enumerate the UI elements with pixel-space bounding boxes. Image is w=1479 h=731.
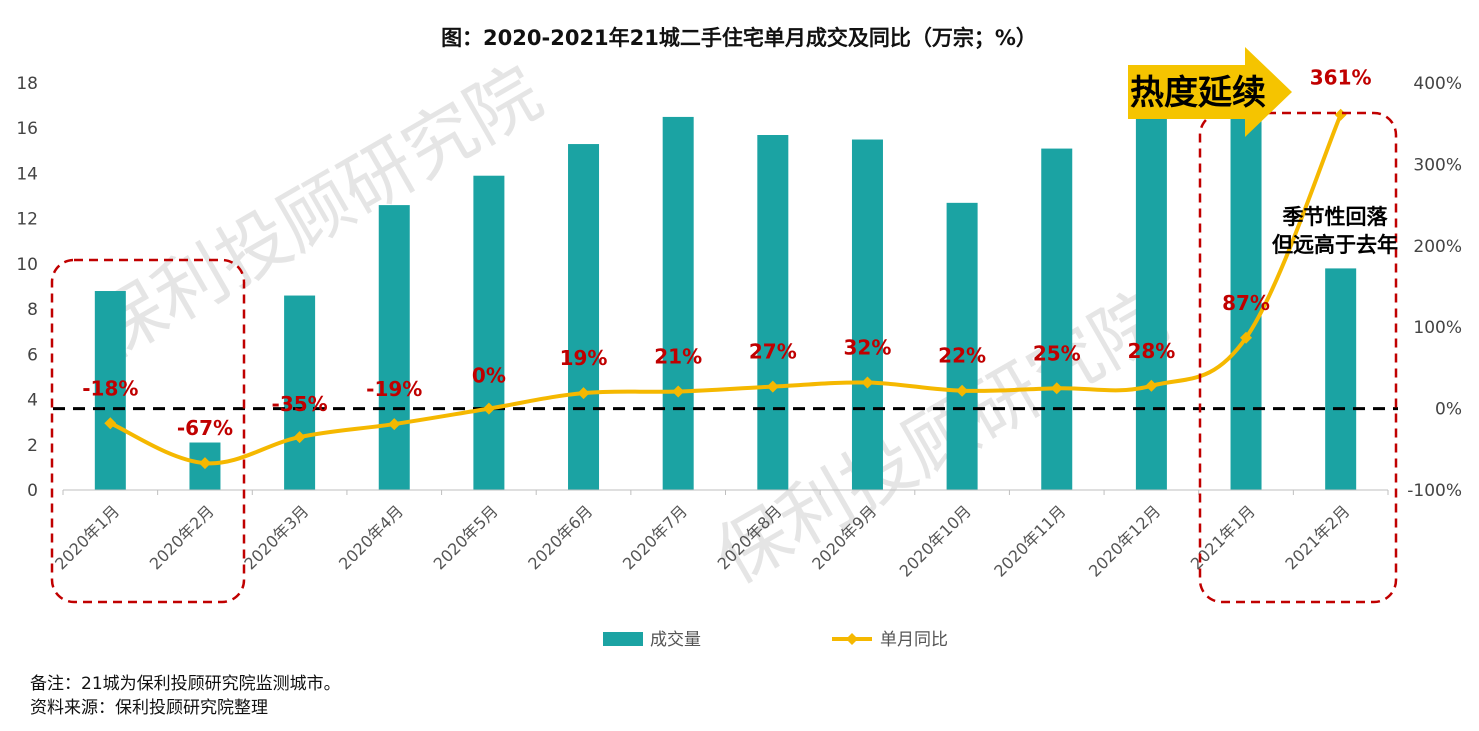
yoy-label-2020年11月: 25%	[1033, 341, 1081, 365]
left-axis-tick-label: 12	[16, 210, 38, 230]
x-tick-label-2021年2月: 2021年2月	[1281, 501, 1353, 573]
yoy-label-2020年4月: -19%	[366, 377, 422, 401]
heat-annotation: 热度延续	[1130, 73, 1266, 113]
left-axis-tick-label: 2	[27, 436, 38, 456]
right-axis-tick-label: 100%	[1413, 318, 1462, 338]
line-data-labels: -18% -67% -35% -19% 0% 19% 21% 27% 32% 22% 25% 28% 8…	[82, 66, 1371, 440]
bar-2020年10月	[946, 202, 978, 491]
left-axis-tick-label: 14	[16, 164, 38, 184]
bar-2021年2月	[1325, 268, 1357, 490]
bar-2021年1月	[1230, 116, 1262, 491]
seasonal-annotation-line1: 季节性回落	[1283, 205, 1389, 229]
yoy-point-2020年9月	[861, 376, 874, 389]
yoy-point-2021年1月	[1240, 331, 1253, 344]
legend-bar-swatch	[603, 632, 643, 646]
bar-2020年1月	[94, 291, 126, 490]
left-axis-tick-label: 18	[16, 74, 38, 94]
x-tick-label-2020年1月: 2020年1月	[51, 501, 123, 573]
yoy-label-2020年3月: -35%	[272, 392, 328, 416]
yoy-point-2020年12月	[1145, 379, 1158, 392]
seasonal-annotation-line2: 但远高于去年	[1272, 233, 1398, 257]
yoy-point-2021年2月	[1334, 108, 1347, 121]
x-tick-labels: 2020年1月 2020年2月 2020年3月 2020年4月 2020年5月 2020年…	[51, 501, 1353, 580]
yoy-point-2020年8月	[766, 380, 779, 393]
yoy-label-2021年1月: 87%	[1222, 291, 1270, 315]
x-tick-label-2020年3月: 2020年3月	[240, 501, 312, 573]
left-axis-tick-label: 8	[27, 300, 38, 320]
left-axis: 0 2 4 6 8 10 12 14 16 18	[16, 74, 38, 501]
left-axis-tick-label: 16	[16, 119, 38, 139]
x-tick-label-2020年7月: 2020年7月	[619, 501, 691, 573]
x-tick-label-2021年1月: 2021年1月	[1187, 501, 1259, 573]
legend-bar-label: 成交量	[650, 630, 701, 650]
x-tick-label-2020年6月: 2020年6月	[524, 501, 596, 573]
x-tick-label-2020年5月: 2020年5月	[430, 501, 502, 573]
x-tick-label-2020年10月: 2020年10月	[896, 501, 975, 580]
yoy-label-2020年1月: -18%	[82, 376, 138, 400]
bar-2020年11月	[1041, 148, 1073, 491]
right-axis-tick-label: -100%	[1407, 481, 1462, 501]
yoy-point-2020年7月	[672, 385, 685, 398]
bar-series	[94, 112, 1357, 491]
yoy-label-2020年5月: 0%	[472, 364, 506, 388]
yoy-label-2020年6月: 19%	[560, 346, 608, 370]
source-note: 资料来源：保利投顾研究院整理	[30, 698, 268, 718]
right-axis-tick-label: 400%	[1413, 74, 1462, 94]
yoy-point-2020年6月	[577, 387, 590, 400]
x-tick-label-2020年2月: 2020年2月	[146, 501, 218, 573]
yoy-label-2020年9月: 32%	[844, 336, 892, 360]
left-axis-tick-label: 4	[27, 391, 38, 411]
right-axis: -100% 0% 100% 200% 300% 400%	[1407, 74, 1462, 501]
yoy-line-path	[109, 113, 1343, 466]
yoy-label-2020年2月: -67%	[177, 416, 233, 440]
yoy-point-2020年1月	[104, 417, 117, 430]
yoy-label-2020年12月: 28%	[1127, 339, 1175, 363]
yoy-label-2021年2月: 361%	[1310, 66, 1372, 90]
footnote: 备注：21城为保利投顾研究院监测城市。	[30, 674, 341, 694]
left-axis-tick-label: 0	[27, 481, 38, 501]
yoy-point-2020年3月	[293, 431, 306, 444]
x-tick-label-2020年11月: 2020年11月	[990, 501, 1069, 580]
yoy-point-2020年11月	[1050, 382, 1063, 395]
bar-2020年5月	[473, 175, 505, 490]
highlight-box-2020	[50, 258, 246, 604]
bar-2020年9月	[851, 139, 883, 490]
right-axis-tick-label: 200%	[1413, 237, 1462, 257]
yoy-label-2020年10月: 22%	[938, 344, 986, 368]
highlight-box-2021	[1198, 111, 1398, 604]
yoy-point-2020年5月	[482, 402, 495, 415]
yoy-point-2020年2月	[198, 457, 211, 470]
bar-2020年12月	[1135, 112, 1167, 491]
x-tick-label-2020年12月: 2020年12月	[1085, 501, 1164, 580]
line-series	[104, 108, 1347, 470]
left-axis-tick-label: 10	[16, 255, 38, 275]
bar-2020年3月	[284, 295, 316, 490]
x-tick-label-2020年4月: 2020年4月	[335, 501, 407, 573]
chart-title: 图：2020-2021年21城二手住宅单月成交及同比（万宗；%）	[441, 26, 1037, 50]
x-axis	[62, 489, 1389, 495]
yoy-label-2020年7月: 21%	[654, 345, 702, 369]
bar-2020年7月	[662, 116, 694, 491]
right-axis-tick-label: 300%	[1413, 155, 1462, 175]
yoy-point-2020年4月	[388, 418, 401, 431]
bar-2020年4月	[378, 205, 410, 490]
right-axis-tick-label: 0%	[1435, 400, 1462, 420]
heat-arrow-icon	[1128, 47, 1292, 137]
bar-2020年6月	[568, 144, 600, 491]
legend: 成交量 单月同比	[603, 630, 948, 650]
legend-line-marker-icon	[846, 633, 858, 645]
legend-line-label: 单月同比	[880, 630, 948, 650]
yoy-point-2020年10月	[956, 384, 969, 397]
left-axis-tick-label: 6	[27, 345, 38, 365]
yoy-label-2020年8月: 27%	[749, 340, 797, 364]
bar-2020年8月	[757, 135, 789, 490]
